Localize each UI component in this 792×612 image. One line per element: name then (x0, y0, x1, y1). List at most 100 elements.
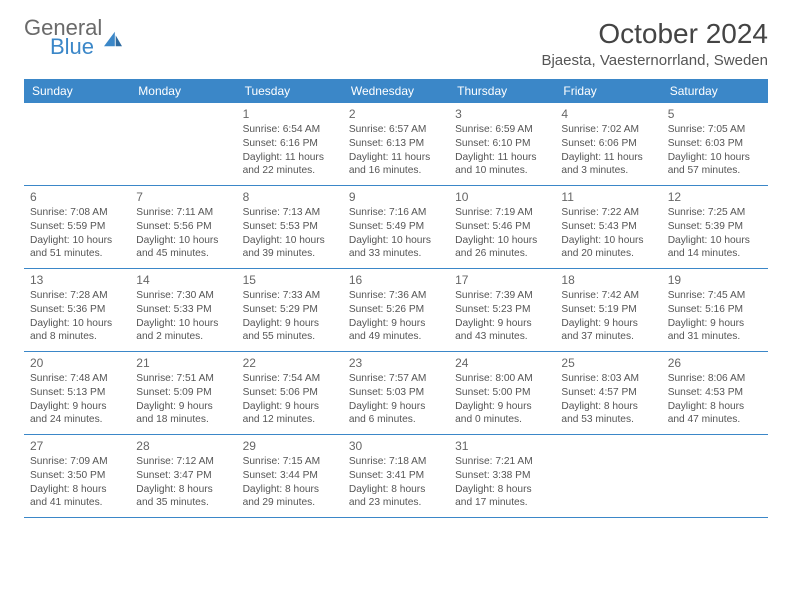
sunset-line: Sunset: 5:36 PM (30, 303, 124, 317)
calendar-day: 25Sunrise: 8:03 AMSunset: 4:57 PMDayligh… (555, 352, 661, 434)
sunrise-line: Sunrise: 7:51 AM (136, 372, 230, 386)
calendar-day: 29Sunrise: 7:15 AMSunset: 3:44 PMDayligh… (237, 435, 343, 517)
sunset-line: Sunset: 5:49 PM (349, 220, 443, 234)
daylight-line: Daylight: 8 hours and 29 minutes. (243, 483, 337, 511)
day-number: 20 (30, 356, 124, 370)
sunset-line: Sunset: 5:53 PM (243, 220, 337, 234)
calendar-body: 1Sunrise: 6:54 AMSunset: 6:16 PMDaylight… (24, 103, 768, 518)
daylight-line: Daylight: 9 hours and 24 minutes. (30, 400, 124, 428)
calendar-day: 7Sunrise: 7:11 AMSunset: 5:56 PMDaylight… (130, 186, 236, 268)
daylight-line: Daylight: 9 hours and 18 minutes. (136, 400, 230, 428)
calendar-day: 14Sunrise: 7:30 AMSunset: 5:33 PMDayligh… (130, 269, 236, 351)
calendar-day: 10Sunrise: 7:19 AMSunset: 5:46 PMDayligh… (449, 186, 555, 268)
day-header: Saturday (662, 79, 768, 103)
sunrise-line: Sunrise: 7:36 AM (349, 289, 443, 303)
sunset-line: Sunset: 6:16 PM (243, 137, 337, 151)
calendar-day: 31Sunrise: 7:21 AMSunset: 3:38 PMDayligh… (449, 435, 555, 517)
calendar-day: 22Sunrise: 7:54 AMSunset: 5:06 PMDayligh… (237, 352, 343, 434)
sunrise-line: Sunrise: 7:57 AM (349, 372, 443, 386)
sunrise-line: Sunrise: 7:28 AM (30, 289, 124, 303)
calendar-day: 1Sunrise: 6:54 AMSunset: 6:16 PMDaylight… (237, 103, 343, 185)
calendar-day: 5Sunrise: 7:05 AMSunset: 6:03 PMDaylight… (662, 103, 768, 185)
sunset-line: Sunset: 5:00 PM (455, 386, 549, 400)
day-number: 7 (136, 190, 230, 204)
calendar: SundayMondayTuesdayWednesdayThursdayFrid… (24, 79, 768, 518)
calendar-day: 17Sunrise: 7:39 AMSunset: 5:23 PMDayligh… (449, 269, 555, 351)
sunset-line: Sunset: 3:50 PM (30, 469, 124, 483)
day-number: 8 (243, 190, 337, 204)
sunset-line: Sunset: 3:41 PM (349, 469, 443, 483)
daylight-line: Daylight: 11 hours and 10 minutes. (455, 151, 549, 179)
daylight-line: Daylight: 8 hours and 17 minutes. (455, 483, 549, 511)
calendar-day: 23Sunrise: 7:57 AMSunset: 5:03 PMDayligh… (343, 352, 449, 434)
daylight-line: Daylight: 9 hours and 0 minutes. (455, 400, 549, 428)
sunset-line: Sunset: 5:29 PM (243, 303, 337, 317)
sunrise-line: Sunrise: 7:48 AM (30, 372, 124, 386)
sunrise-line: Sunrise: 7:39 AM (455, 289, 549, 303)
daylight-line: Daylight: 10 hours and 57 minutes. (668, 151, 762, 179)
sunrise-line: Sunrise: 7:09 AM (30, 455, 124, 469)
calendar-day: 19Sunrise: 7:45 AMSunset: 5:16 PMDayligh… (662, 269, 768, 351)
sunset-line: Sunset: 6:03 PM (668, 137, 762, 151)
daylight-line: Daylight: 8 hours and 47 minutes. (668, 400, 762, 428)
daylight-line: Daylight: 10 hours and 14 minutes. (668, 234, 762, 262)
day-number: 19 (668, 273, 762, 287)
calendar-day: 30Sunrise: 7:18 AMSunset: 3:41 PMDayligh… (343, 435, 449, 517)
calendar-day: 9Sunrise: 7:16 AMSunset: 5:49 PMDaylight… (343, 186, 449, 268)
day-number: 18 (561, 273, 655, 287)
daylight-line: Daylight: 8 hours and 23 minutes. (349, 483, 443, 511)
logo: General Blue (24, 18, 124, 60)
sunset-line: Sunset: 3:44 PM (243, 469, 337, 483)
sunrise-line: Sunrise: 7:15 AM (243, 455, 337, 469)
sunset-line: Sunset: 5:59 PM (30, 220, 124, 234)
daylight-line: Daylight: 8 hours and 53 minutes. (561, 400, 655, 428)
day-number: 5 (668, 107, 762, 121)
sunrise-line: Sunrise: 7:54 AM (243, 372, 337, 386)
sunset-line: Sunset: 5:03 PM (349, 386, 443, 400)
day-number: 28 (136, 439, 230, 453)
daylight-line: Daylight: 9 hours and 49 minutes. (349, 317, 443, 345)
day-number: 17 (455, 273, 549, 287)
calendar-day: 6Sunrise: 7:08 AMSunset: 5:59 PMDaylight… (24, 186, 130, 268)
sunrise-line: Sunrise: 7:21 AM (455, 455, 549, 469)
sunset-line: Sunset: 4:57 PM (561, 386, 655, 400)
calendar-day (130, 103, 236, 185)
day-number: 27 (30, 439, 124, 453)
daylight-line: Daylight: 10 hours and 2 minutes. (136, 317, 230, 345)
day-number: 21 (136, 356, 230, 370)
sunrise-line: Sunrise: 6:57 AM (349, 123, 443, 137)
daylight-line: Daylight: 9 hours and 6 minutes. (349, 400, 443, 428)
calendar-week: 1Sunrise: 6:54 AMSunset: 6:16 PMDaylight… (24, 103, 768, 186)
sunrise-line: Sunrise: 8:00 AM (455, 372, 549, 386)
sunrise-line: Sunrise: 7:13 AM (243, 206, 337, 220)
calendar-day: 15Sunrise: 7:33 AMSunset: 5:29 PMDayligh… (237, 269, 343, 351)
sunset-line: Sunset: 5:33 PM (136, 303, 230, 317)
day-number: 13 (30, 273, 124, 287)
daylight-line: Daylight: 10 hours and 8 minutes. (30, 317, 124, 345)
daylight-line: Daylight: 9 hours and 37 minutes. (561, 317, 655, 345)
sunrise-line: Sunrise: 7:18 AM (349, 455, 443, 469)
sunset-line: Sunset: 6:13 PM (349, 137, 443, 151)
sunrise-line: Sunrise: 7:42 AM (561, 289, 655, 303)
sunset-line: Sunset: 5:13 PM (30, 386, 124, 400)
day-number: 26 (668, 356, 762, 370)
calendar-week: 20Sunrise: 7:48 AMSunset: 5:13 PMDayligh… (24, 352, 768, 435)
sunset-line: Sunset: 5:39 PM (668, 220, 762, 234)
sunrise-line: Sunrise: 7:08 AM (30, 206, 124, 220)
day-header: Tuesday (237, 79, 343, 103)
calendar-day: 8Sunrise: 7:13 AMSunset: 5:53 PMDaylight… (237, 186, 343, 268)
sunset-line: Sunset: 5:19 PM (561, 303, 655, 317)
day-number: 22 (243, 356, 337, 370)
calendar-week: 6Sunrise: 7:08 AMSunset: 5:59 PMDaylight… (24, 186, 768, 269)
sunset-line: Sunset: 4:53 PM (668, 386, 762, 400)
daylight-line: Daylight: 10 hours and 20 minutes. (561, 234, 655, 262)
calendar-day: 13 Sunrise: 7:28 AMSunset: 5:36 PMDayligh… (24, 269, 130, 351)
sunset-line: Sunset: 3:47 PM (136, 469, 230, 483)
daylight-line: Daylight: 9 hours and 12 minutes. (243, 400, 337, 428)
sunrise-line: Sunrise: 7:19 AM (455, 206, 549, 220)
sunrise-line: Sunrise: 8:03 AM (561, 372, 655, 386)
calendar-week: 27 Sunrise: 7:09 AMSunset: 3:50 PM Dayligh… (24, 435, 768, 518)
day-number: 31 (455, 439, 549, 453)
day-number: 9 (349, 190, 443, 204)
daylight-line: Daylight: 9 hours and 55 minutes. (243, 317, 337, 345)
